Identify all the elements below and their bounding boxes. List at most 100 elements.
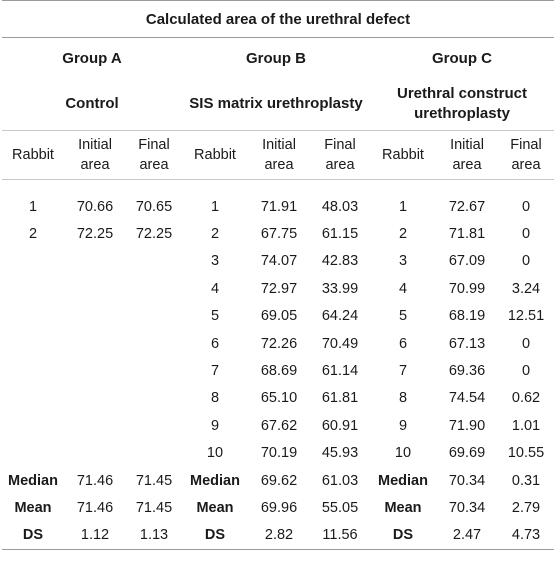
group-a-rabbit-cell bbox=[2, 385, 64, 412]
group-c-rabbit-cell: 5 bbox=[398, 308, 408, 325]
group-a-final-area-cell bbox=[126, 248, 182, 275]
group-b-final-area-cell: 33.99 bbox=[321, 280, 359, 297]
group-b-rabbit-cell: 4 bbox=[210, 280, 220, 297]
group-a-initial-area-cell bbox=[64, 385, 126, 412]
group-a-initial-area-cell bbox=[64, 303, 126, 330]
col-header-final-area: Final area bbox=[498, 130, 555, 180]
col-header-initial-area: Initial area bbox=[64, 130, 126, 180]
urethral-defect-table: Calculated area of the urethral defect G… bbox=[2, 0, 555, 551]
group-a-stat-value: 71.45 bbox=[135, 499, 173, 516]
table-row: 10 70.19 45.93 10 69.69 10.55 bbox=[2, 440, 554, 467]
col-header-rabbit: Rabbit bbox=[2, 130, 64, 180]
group-b-rabbit-cell: 8 bbox=[210, 390, 220, 407]
group-c-final-area-cell: 0 bbox=[521, 363, 531, 380]
group-a-initial-area-cell bbox=[64, 440, 126, 467]
group-c-final-area-cell: 3.24 bbox=[511, 280, 541, 297]
group-c-final-area-cell: 0 bbox=[521, 253, 531, 270]
group-c-initial-area-cell: 67.13 bbox=[448, 335, 486, 352]
group-b-header: Group B bbox=[246, 49, 306, 67]
group-b-initial-area-cell: 72.26 bbox=[260, 335, 298, 352]
group-a-final-area-cell bbox=[126, 275, 182, 302]
group-b-final-area-cell: 70.49 bbox=[321, 335, 359, 352]
group-a-rabbit-cell bbox=[2, 303, 64, 330]
group-c-rabbit-cell: 2 bbox=[398, 226, 408, 243]
group-b-stat-value: 61.03 bbox=[321, 472, 359, 489]
table-row: 7 68.69 61.14 7 69.36 0 bbox=[2, 357, 554, 384]
group-b-stat-label: Mean bbox=[196, 499, 234, 516]
group-c-final-area-cell: 0 bbox=[521, 226, 531, 243]
group-c-rabbit-cell: 1 bbox=[398, 198, 408, 215]
group-b-initial-area-cell: 69.05 bbox=[260, 308, 298, 325]
group-b-rabbit-cell: 9 bbox=[210, 417, 220, 434]
group-c-initial-area-cell: 72.67 bbox=[448, 198, 486, 215]
col-header-initial-area: Initial area bbox=[436, 130, 498, 180]
group-a-stat-value: 1.12 bbox=[64, 521, 126, 551]
group-a-initial-area-cell bbox=[64, 275, 126, 302]
table-row: 2 72.25 72.25 2 67.75 61.15 2 71.81 0 bbox=[2, 220, 554, 247]
group-c-initial-area-cell: 68.19 bbox=[448, 308, 486, 325]
group-b-stat-value: 55.05 bbox=[321, 499, 359, 516]
stat-row: DS 1.12 1.13 DS 2.82 11.56 DS 2.47 4.73 bbox=[2, 521, 555, 551]
group-c-header: Group C bbox=[432, 49, 492, 67]
group-c-rabbit-cell: 8 bbox=[398, 390, 408, 407]
group-a-final-area-cell bbox=[126, 330, 182, 357]
col-header-final-area: Final area bbox=[126, 130, 182, 180]
group-c-rabbit-cell: 7 bbox=[398, 363, 408, 380]
group-b-stat-value: 11.56 bbox=[310, 521, 370, 551]
table-row: 8 65.10 61.81 8 74.54 0.62 bbox=[2, 385, 554, 412]
group-a-initial-area-cell bbox=[64, 248, 126, 275]
col-header-rabbit: Rabbit bbox=[370, 130, 436, 180]
group-b-stat-value: 69.96 bbox=[260, 499, 298, 516]
group-c-stat-label: Mean bbox=[384, 499, 422, 516]
group-c-final-area-cell: 0.62 bbox=[511, 390, 541, 407]
group-c-stat-value: 2.79 bbox=[511, 499, 541, 516]
group-b-final-area-cell: 60.91 bbox=[321, 417, 359, 434]
col-header-initial-area: Initial area bbox=[248, 130, 310, 180]
group-c-description: Urethral construct urethroplasty bbox=[370, 78, 555, 131]
group-b-initial-area-cell: 71.91 bbox=[260, 198, 298, 215]
table-row: 4 72.97 33.99 4 70.99 3.24 bbox=[2, 275, 554, 302]
group-a-initial-area-cell bbox=[64, 412, 126, 439]
group-b-initial-area-cell: 65.10 bbox=[260, 390, 298, 407]
group-a-stat-label: DS bbox=[2, 521, 64, 551]
group-c-initial-area-cell: 69.69 bbox=[448, 445, 486, 462]
group-a-final-area-cell: 70.65 bbox=[135, 198, 173, 215]
group-b-initial-area-cell: 72.97 bbox=[260, 280, 298, 297]
group-b-rabbit-cell: 6 bbox=[210, 335, 220, 352]
group-c-stat-value: 4.73 bbox=[498, 521, 555, 551]
group-a-final-area-cell bbox=[126, 412, 182, 439]
table-row: 5 69.05 64.24 5 68.19 12.51 bbox=[2, 303, 554, 330]
group-c-final-area-cell: 0 bbox=[521, 198, 531, 215]
group-b-final-area-cell: 48.03 bbox=[321, 198, 359, 215]
stat-row: Mean 71.46 71.45 Mean 69.96 55.05 Mean 70.34 2.7… bbox=[2, 494, 554, 521]
group-b-final-area-cell: 64.24 bbox=[321, 308, 359, 325]
group-b-final-area-cell: 61.14 bbox=[321, 363, 359, 380]
group-a-stat-label: Mean bbox=[14, 499, 52, 516]
group-b-initial-area-cell: 68.69 bbox=[260, 363, 298, 380]
group-b-final-area-cell: 42.83 bbox=[321, 253, 359, 270]
col-header-final-area: Final area bbox=[310, 130, 370, 180]
group-b-stat-label: DS bbox=[182, 521, 248, 551]
group-c-initial-area-cell: 67.09 bbox=[448, 253, 486, 270]
group-b-stat-value: 69.62 bbox=[260, 472, 298, 489]
group-c-final-area-cell: 1.01 bbox=[511, 417, 541, 434]
group-a-final-area-cell bbox=[126, 357, 182, 384]
group-c-initial-area-cell: 70.99 bbox=[448, 280, 486, 297]
group-b-initial-area-cell: 74.07 bbox=[260, 253, 298, 270]
group-a-header: Group A bbox=[62, 49, 122, 67]
group-a-rabbit-cell bbox=[2, 330, 64, 357]
group-b-stat-label: Median bbox=[190, 472, 240, 489]
group-a-initial-area-cell: 72.25 bbox=[76, 226, 114, 243]
group-a-final-area-cell: 72.25 bbox=[135, 226, 173, 243]
group-a-description: Control bbox=[2, 78, 182, 131]
group-b-final-area-cell: 61.81 bbox=[321, 390, 359, 407]
group-c-initial-area-cell: 71.81 bbox=[448, 226, 486, 243]
table-row: 9 67.62 60.91 9 71.90 1.01 bbox=[2, 412, 554, 439]
group-b-initial-area-cell: 67.62 bbox=[260, 417, 298, 434]
group-c-initial-area-cell: 71.90 bbox=[448, 417, 486, 434]
col-header-rabbit: Rabbit bbox=[182, 130, 248, 180]
table-row: 6 72.26 70.49 6 67.13 0 bbox=[2, 330, 554, 357]
group-b-rabbit-cell: 1 bbox=[210, 198, 220, 215]
group-b-rabbit-cell: 2 bbox=[210, 226, 220, 243]
